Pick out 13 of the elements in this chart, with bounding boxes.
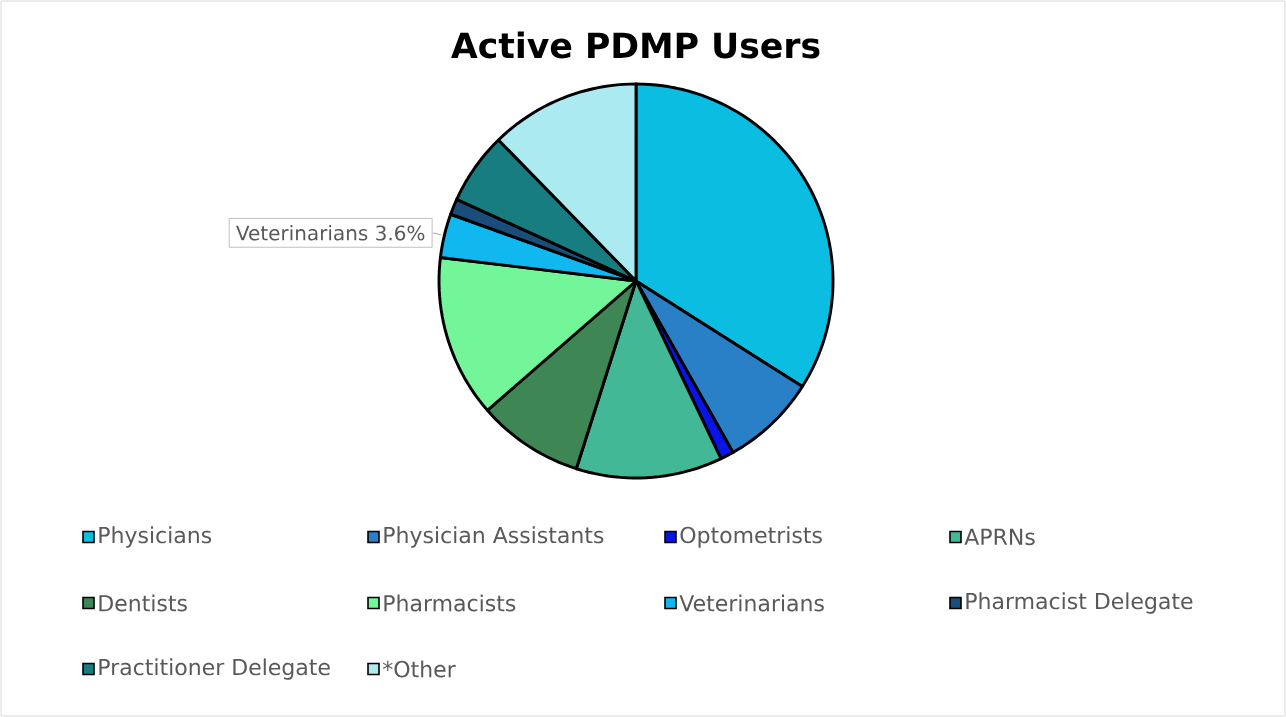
legend-label: APRNs — [964, 528, 1035, 546]
legend-label: *Other — [382, 660, 456, 678]
legend-label: Veterinarians — [679, 594, 824, 612]
chart-title: Active PDMP Users — [451, 31, 820, 59]
legend-label: Practitioner Delegate — [99, 658, 330, 680]
data-label: 3.6% — [376, 225, 425, 241]
legend-label: Dentists — [99, 594, 187, 612]
legend-label: Optometrists — [680, 526, 822, 548]
legend-label: Physicians — [99, 526, 212, 548]
legend-label: Pharmacists — [384, 594, 516, 612]
legend-label: Physician Assistants — [384, 526, 604, 548]
slice-label: Veterinarians — [236, 225, 368, 241]
legend-label: Pharmacist Delegate — [966, 592, 1193, 614]
